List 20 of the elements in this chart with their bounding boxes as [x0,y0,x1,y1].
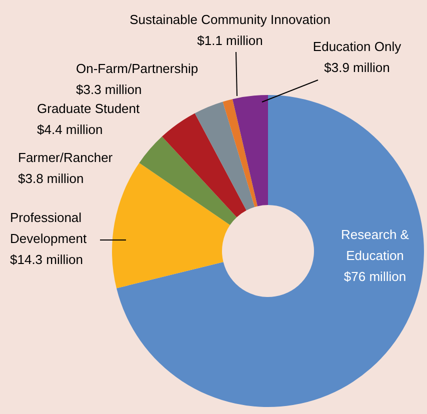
slice-label: On-Farm/Partnership [76,61,198,76]
data-label: $3.8 million [18,171,84,186]
slice-label: Research & Education [341,227,410,263]
slice-label: Graduate Student [37,101,140,116]
data-label: $4.4 million [37,122,103,137]
donut-slice [112,162,230,288]
data-label: $14.3 million [10,252,83,267]
slice-label: Professional Development [10,210,87,246]
slice-label: Sustainable Community Innovation [130,12,330,27]
donut-slice [222,99,258,207]
data-label: $76 million [344,269,406,284]
data-label: $3.3 million [76,82,142,97]
data-label: $1.1 million [197,33,263,48]
slice-label: Education Only [312,39,402,54]
slice-label: Farmer/Rancher [18,150,114,165]
data-label: $3.9 million [324,60,390,75]
donut-slice [139,136,237,226]
donut-slice [162,113,246,218]
donut-slice [232,95,268,206]
donut-slice [194,102,255,210]
